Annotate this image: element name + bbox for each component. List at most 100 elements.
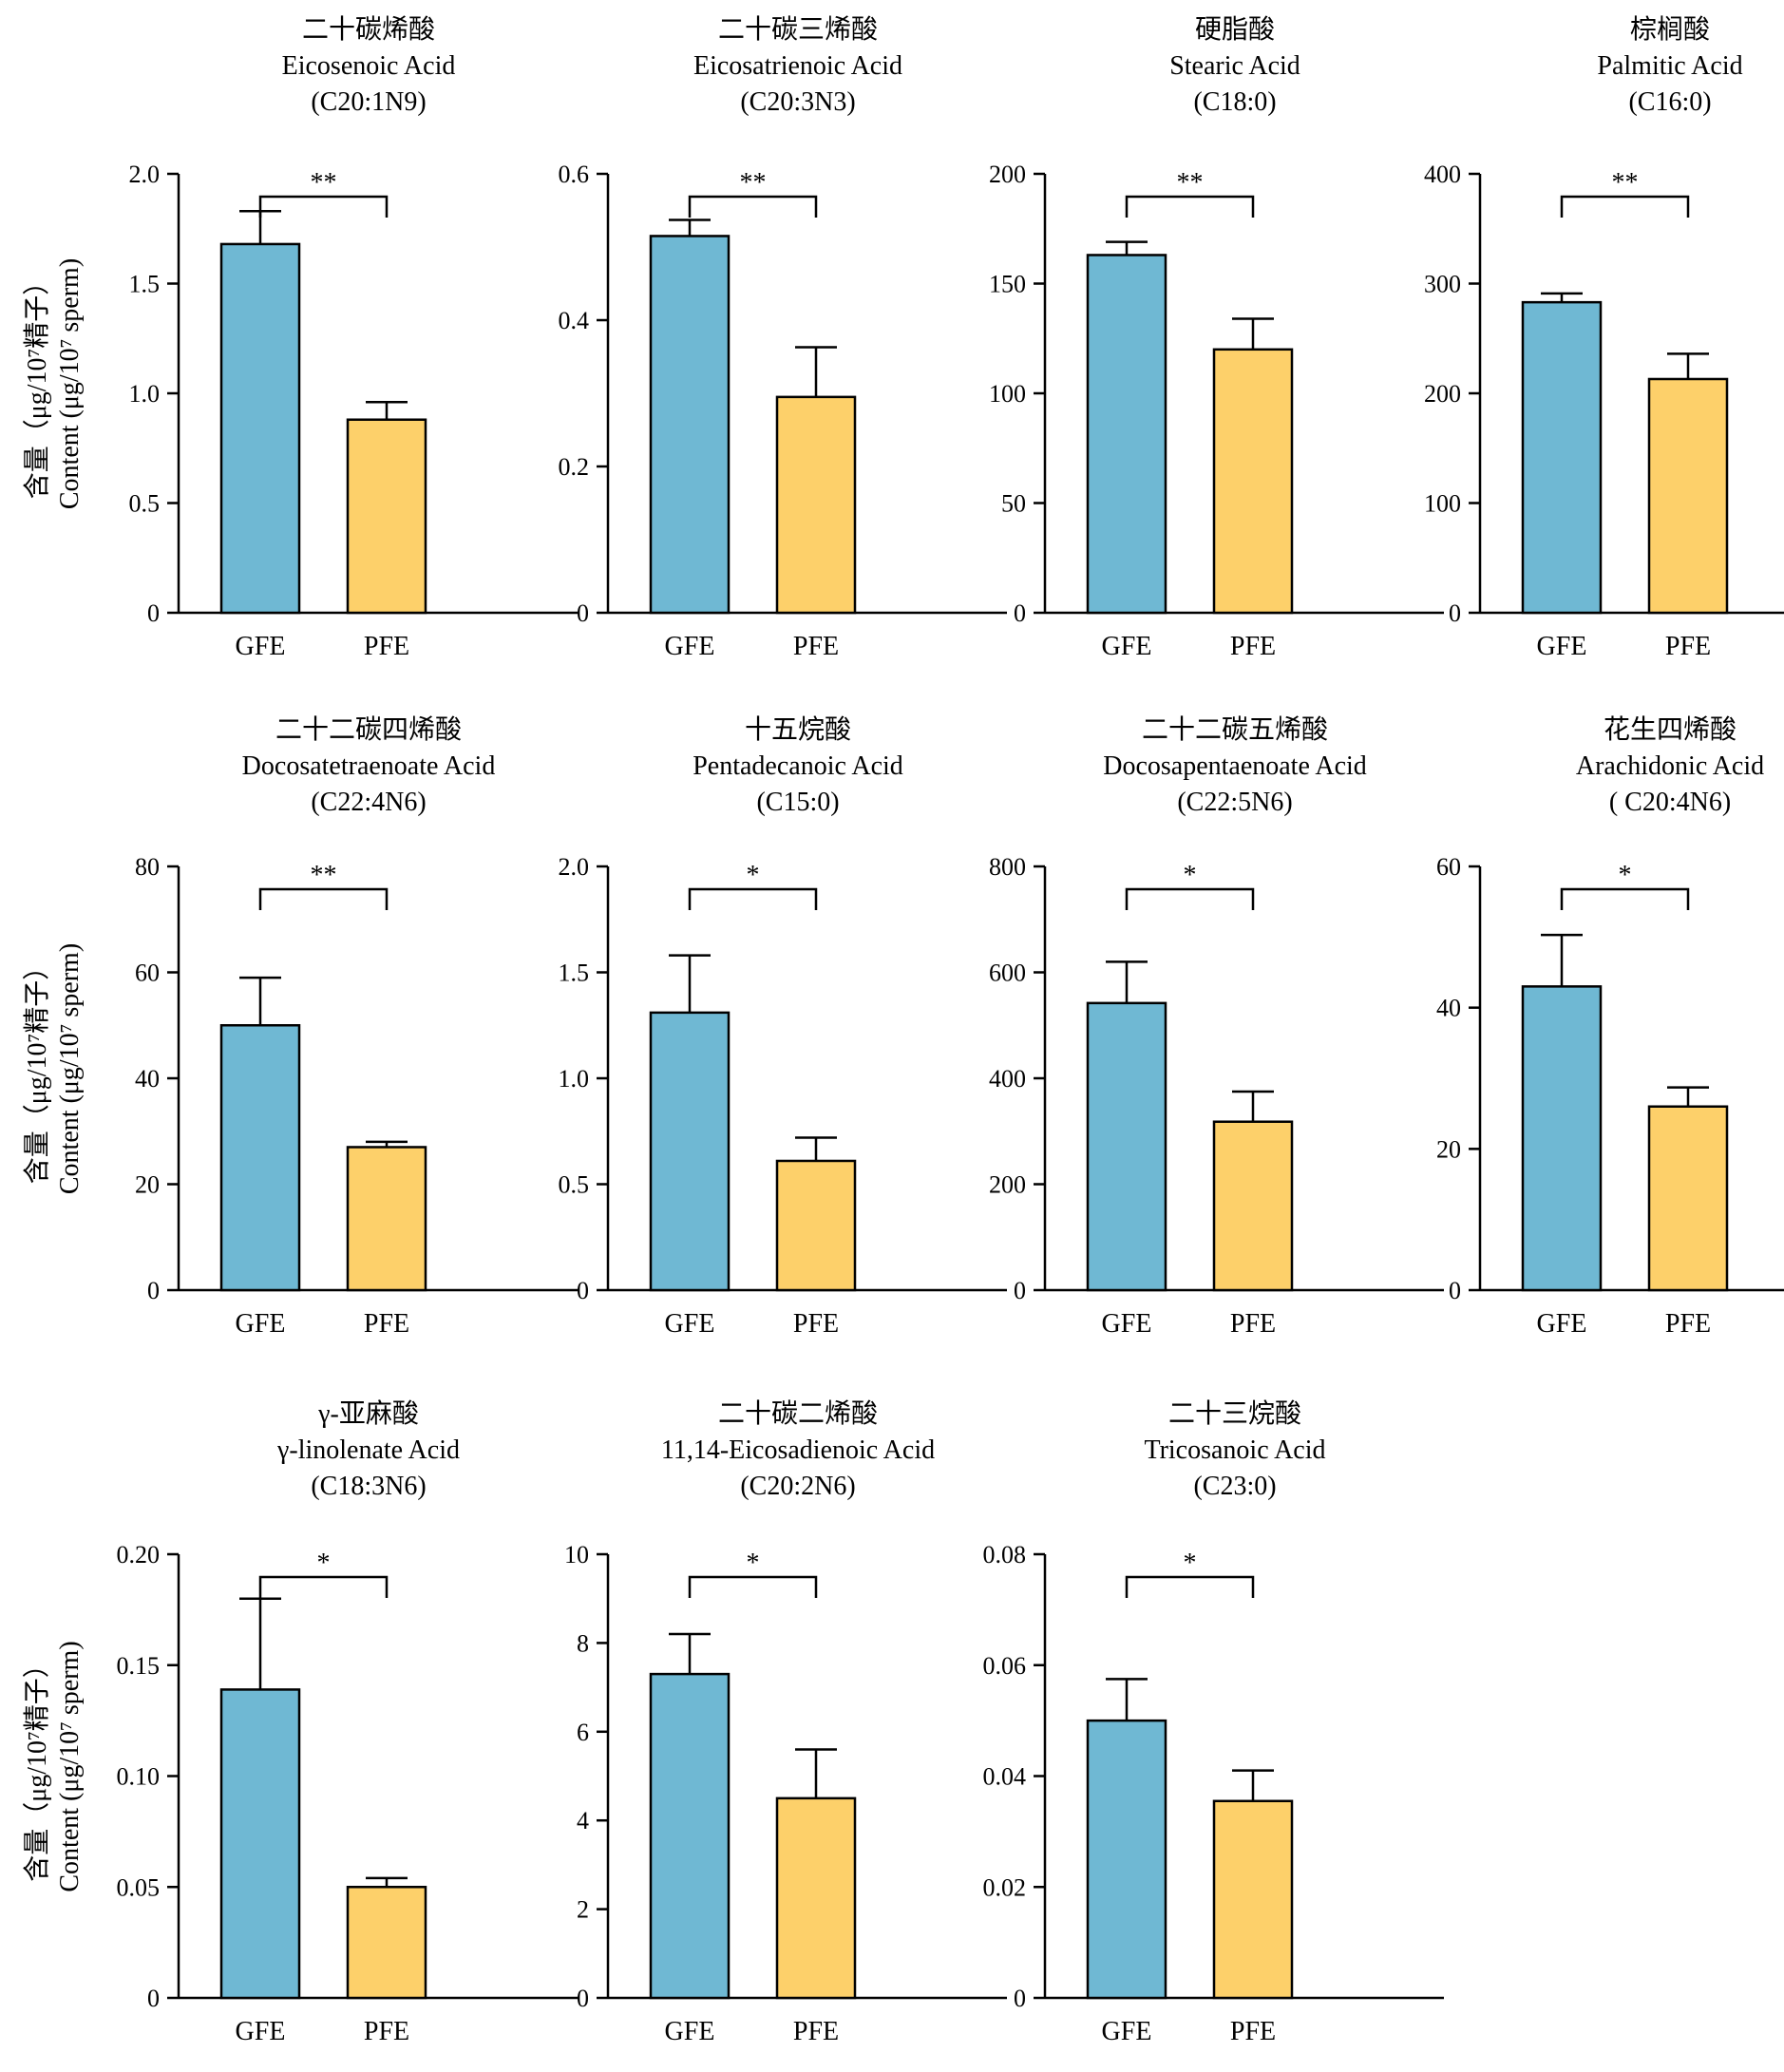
y-tick-label: 40 (1436, 995, 1461, 1022)
chart-panel: 棕榈酸 Palmitic Acid (C16:0) 0 100 200 300 400 GFE P… (1424, 14, 1784, 661)
bar-pfe (1212, 348, 1294, 615)
category-label: PFE (793, 2017, 839, 2046)
y-axis-label-en: Content (μg/10⁷ sperm) (55, 258, 85, 509)
y-tick-label: 0 (577, 1985, 589, 2012)
chart-panel: 硬脂酸 Stearic Acid (C18:0) 0 50 100 150 200 GFE PFE… (989, 14, 1444, 661)
chart-formula: (C18:3N6) (311, 1472, 426, 1501)
y-axis-label-zh: 含量（μg/10⁷精子） (22, 1651, 52, 1882)
significance-marker: ** (1177, 168, 1204, 198)
bar-pfe (775, 395, 857, 615)
chart-title-en: Docosatetraenoate Acid (242, 751, 496, 781)
y-tick-label: 40 (135, 1065, 160, 1093)
significance-marker: * (1619, 861, 1632, 890)
category-label: GFE (236, 632, 286, 661)
chart-panels: 二十碳烯酸 Eicosenoic Acid (C20:1N9) 0 0.5 1.0 1.5 2… (117, 14, 1784, 2046)
y-tick-label: 100 (1424, 490, 1461, 518)
chart-formula: (C16:0) (1628, 87, 1711, 117)
chart-title-zh: 二十碳烯酸 (302, 14, 435, 45)
chart-formula: (C15:0) (756, 788, 839, 817)
bar-gfe (1086, 254, 1167, 615)
bar-gfe (1086, 1719, 1167, 2000)
category-label: GFE (1537, 1309, 1587, 1339)
y-tick-label: 0.02 (983, 1873, 1027, 1901)
y-tick-label: 400 (989, 1065, 1026, 1093)
chart-title-zh: 棕榈酸 (1630, 14, 1710, 45)
y-axis-label-zh: 含量（μg/10⁷精子） (22, 269, 52, 500)
category-label: GFE (1102, 1309, 1152, 1339)
y-tick-label: 0.20 (117, 1541, 161, 1568)
significance-bracket (688, 1575, 818, 1598)
significance-marker: ** (1612, 168, 1639, 198)
chart-title-zh: 二十二碳五烯酸 (1142, 714, 1328, 745)
chart-formula: (C22:4N6) (311, 788, 426, 817)
chart-title-en: Palmitic Acid (1597, 51, 1742, 81)
y-tick-label: 0 (147, 599, 160, 627)
bar-gfe (1521, 300, 1603, 615)
category-label: GFE (1102, 632, 1152, 661)
y-tick-label: 0.2 (559, 453, 590, 481)
y-axis-label-en: Content (μg/10⁷ sperm) (55, 943, 85, 1194)
chart-title-en: Eicosenoic Acid (282, 51, 456, 81)
chart-panel: 花生四烯酸 Arachidonic Acid ( C20:4N6) 0 20 40 60 GF… (1436, 714, 1784, 1339)
chart-formula: (C22:5N6) (1177, 788, 1292, 817)
chart-formula: (C18:0) (1193, 87, 1276, 117)
significance-bracket (688, 195, 818, 218)
y-tick-label: 400 (1424, 161, 1461, 188)
chart-title-zh: 二十三烷酸 (1168, 1398, 1301, 1429)
y-tick-label: 200 (989, 161, 1026, 188)
chart-panel: 二十碳三烯酸 Eicosatrienoic Acid (C20:3N3) 0 0.2 0.… (559, 14, 1007, 661)
significance-marker: ** (311, 861, 337, 890)
significance-bracket (1560, 887, 1690, 910)
y-tick-label: 8 (577, 1629, 589, 1657)
chart-title-en: γ-linolenate Acid (276, 1435, 460, 1465)
category-label: GFE (665, 632, 715, 661)
y-tick-label: 300 (1424, 271, 1461, 298)
y-tick-label: 1.0 (559, 1065, 590, 1093)
category-label: PFE (364, 1309, 409, 1339)
chart-panel: 二十二碳五烯酸 Docosapentaenoate Acid (C22:5N6) 0 2… (989, 714, 1444, 1339)
y-tick-label: 0.10 (117, 1763, 161, 1791)
significance-bracket (1560, 195, 1690, 218)
chart-title-en: Pentadecanoic Acid (693, 751, 903, 781)
bar-pfe (1647, 1105, 1729, 1292)
category-label: PFE (1230, 1309, 1276, 1339)
significance-marker: * (747, 1549, 760, 1578)
category-label: PFE (793, 1309, 839, 1339)
chart-formula: (C20:1N9) (311, 87, 426, 117)
y-tick-label: 1.0 (129, 380, 161, 408)
bar-pfe (1212, 1799, 1294, 2000)
category-label: GFE (1102, 2017, 1152, 2046)
category-label: GFE (236, 2017, 286, 2046)
y-tick-label: 0.6 (559, 161, 590, 188)
y-axis-label-group: 含量（μg/10⁷精子） Content (μg/10⁷ sperm) (22, 943, 85, 1194)
chart-title-zh: 二十二碳四烯酸 (275, 714, 462, 745)
chart-title-zh: 二十碳三烯酸 (718, 14, 878, 45)
chart-title-zh: 十五烷酸 (745, 714, 851, 745)
chart-title-zh: 硬脂酸 (1195, 14, 1275, 45)
y-axis-label-en: Content (μg/10⁷ sperm) (55, 1641, 85, 1891)
chart-title-zh: γ-亚麻酸 (317, 1398, 419, 1429)
chart-formula: (C20:3N3) (740, 87, 855, 117)
chart-title-zh: 花生四烯酸 (1604, 714, 1737, 745)
y-tick-label: 0 (1449, 1277, 1461, 1304)
bar-pfe (775, 1159, 857, 1292)
significance-bracket (1125, 1575, 1255, 1598)
chart-title-en: 11,14-Eicosadienoic Acid (661, 1435, 935, 1465)
category-label: GFE (236, 1309, 286, 1339)
y-tick-label: 0.04 (983, 1763, 1027, 1791)
chart-formula: (C23:0) (1193, 1472, 1276, 1501)
bar-gfe (649, 1672, 731, 2000)
y-tick-label: 20 (1436, 1135, 1461, 1163)
y-tick-label: 0.06 (983, 1652, 1027, 1680)
significance-marker: * (1184, 1549, 1197, 1578)
y-tick-label: 0 (577, 599, 589, 627)
significance-marker: * (747, 861, 760, 890)
chart-title-en: Arachidonic Acid (1576, 751, 1764, 781)
y-axis-label-group: 含量（μg/10⁷精子） Content (μg/10⁷ sperm) (22, 1641, 85, 1891)
category-label: PFE (1230, 632, 1276, 661)
y-tick-label: 200 (1424, 380, 1461, 408)
chart-formula: ( C20:4N6) (1609, 788, 1731, 817)
chart-formula: (C20:2N6) (740, 1472, 855, 1501)
significance-bracket (258, 887, 389, 910)
y-tick-label: 0 (577, 1277, 589, 1304)
